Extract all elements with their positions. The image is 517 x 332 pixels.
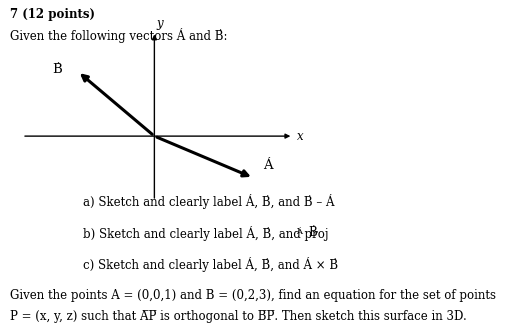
Text: Á: Á — [263, 159, 272, 172]
Text: y: y — [156, 17, 163, 30]
Text: Given the points A = (0,0,1) and B = (0,2,3), find an equation for the set of po: Given the points A = (0,0,1) and B = (0,… — [10, 289, 496, 302]
Text: 7 (12 points): 7 (12 points) — [10, 8, 95, 21]
Text: P = (x, y, z) such that A̅P̅ is orthogonal to B̅P̅. Then sketch this surface in : P = (x, y, z) such that A̅P̅ is orthogon… — [10, 310, 467, 323]
Text: c) Sketch and clearly label Á, Ḃ, and Á × Ḃ: c) Sketch and clearly label Á, Ḃ, and Á… — [83, 257, 338, 272]
Text: x: x — [297, 129, 304, 143]
Text: Ḃ: Ḃ — [308, 226, 317, 239]
Text: a) Sketch and clearly label Á, Ḃ, and Ḃ – Á: a) Sketch and clearly label Á, Ḃ, and B… — [83, 194, 334, 209]
Text: b) Sketch and clearly label Á, Ḃ, and proj: b) Sketch and clearly label Á, Ḃ, and p… — [83, 226, 328, 241]
Text: Given the following vectors Á and Ḃ:: Given the following vectors Á and Ḃ: — [10, 28, 228, 43]
Text: Á: Á — [296, 228, 302, 236]
Text: Ḃ: Ḃ — [52, 63, 62, 76]
